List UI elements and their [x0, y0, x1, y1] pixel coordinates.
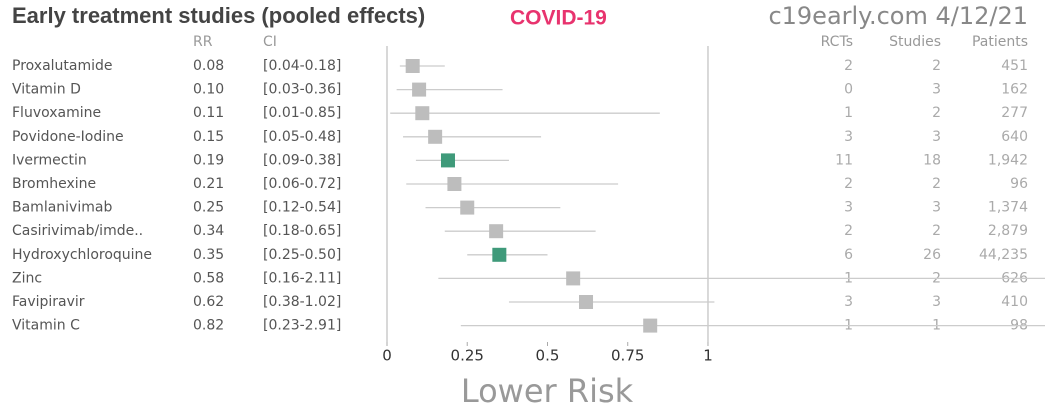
- point-estimate: [440, 153, 455, 168]
- rr-label: 0.10: [193, 82, 224, 98]
- rr-label: 0.35: [193, 247, 224, 263]
- rr-label: 0.21: [193, 176, 224, 192]
- column-header: CI: [263, 34, 277, 50]
- ci-label: [0.03-0.36]: [263, 82, 341, 98]
- rcts-cell: 2: [844, 223, 853, 239]
- studies-cell: 2: [932, 223, 941, 239]
- point-estimate: [415, 106, 430, 121]
- point-estimate: [579, 295, 594, 309]
- row-label: Fluvoxamine: [12, 105, 101, 121]
- studies-cell: 26: [923, 247, 941, 263]
- rcts-cell: 0: [844, 82, 853, 98]
- column-header: Studies: [889, 34, 941, 50]
- row-label: Favipiravir: [12, 294, 85, 310]
- patients-cell: 277: [1001, 105, 1028, 121]
- rr-label: 0.25: [193, 200, 224, 216]
- rcts-cell: 2: [844, 176, 853, 192]
- studies-cell: 3: [932, 129, 941, 145]
- point-estimate: [447, 177, 462, 191]
- row-label: Bamlanivimab: [12, 200, 112, 216]
- rcts-cell: 11: [835, 152, 853, 168]
- patients-cell: 451: [1001, 58, 1028, 74]
- ci-label: [0.18-0.65]: [263, 223, 341, 239]
- studies-cell: 3: [932, 294, 941, 310]
- point-estimate: [412, 82, 427, 97]
- studies-cell: 2: [932, 105, 941, 121]
- rcts-cell: 6: [844, 247, 853, 263]
- patients-cell: 640: [1001, 129, 1028, 145]
- rr-label: 0.34: [193, 223, 224, 239]
- point-estimate: [489, 224, 504, 239]
- ci-label: [0.04-0.18]: [263, 58, 341, 74]
- rcts-cell: 3: [844, 294, 853, 310]
- row-label: Casirivimab/imde..: [12, 223, 143, 239]
- row-label: Bromhexine: [12, 176, 96, 192]
- column-header: Patients: [972, 34, 1028, 50]
- patients-cell: 410: [1001, 294, 1028, 310]
- patients-cell: 2,879: [988, 223, 1028, 239]
- row-label: Ivermectin: [12, 152, 87, 168]
- column-header: RCTs: [821, 34, 853, 50]
- row-label: Zinc: [12, 270, 42, 286]
- patients-cell: 1,374: [988, 200, 1028, 216]
- x-tick-label: 0.25: [451, 347, 484, 365]
- x-tick-label: 1: [703, 347, 713, 365]
- ci-label: [0.38-1.02]: [263, 294, 341, 310]
- point-estimate: [566, 271, 581, 286]
- point-estimate: [643, 318, 658, 333]
- studies-cell: 2: [932, 176, 941, 192]
- ci-label: [0.23-2.91]: [263, 318, 341, 334]
- rr-label: 0.58: [193, 270, 224, 286]
- x-tick-label: 0.5: [536, 347, 560, 365]
- ci-label: [0.06-0.72]: [263, 176, 341, 192]
- chart-title: Early treatment studies (pooled effects): [12, 3, 425, 28]
- ci-label: [0.25-0.50]: [263, 247, 341, 263]
- row-label: Hydroxychloroquine: [12, 247, 152, 263]
- studies-cell: 18: [923, 152, 941, 168]
- rr-label: 0.62: [193, 294, 224, 310]
- rr-label: 0.15: [193, 129, 224, 145]
- rcts-cell: 3: [844, 129, 853, 145]
- ci-label: [0.12-0.54]: [263, 200, 341, 216]
- subtitle: COVID-19: [510, 7, 607, 30]
- rcts-cell: 3: [844, 200, 853, 216]
- point-estimate: [428, 129, 443, 144]
- point-estimate: [405, 59, 420, 73]
- row-label: Proxalutamide: [12, 58, 113, 74]
- studies-cell: 3: [932, 82, 941, 98]
- rr-label: 0.08: [193, 58, 224, 74]
- ci-label: [0.01-0.85]: [263, 105, 341, 121]
- row-label: Vitamin D: [12, 82, 81, 98]
- rr-label: 0.19: [193, 152, 224, 168]
- patients-cell: 44,235: [979, 247, 1028, 263]
- point-estimate: [460, 200, 475, 215]
- source: c19early.com 4/12/21: [768, 2, 1028, 30]
- row-label: Vitamin C: [12, 318, 80, 334]
- column-header: RR: [193, 34, 213, 50]
- rcts-cell: 1: [844, 105, 853, 121]
- rr-label: 0.82: [193, 318, 224, 334]
- rr-label: 0.11: [193, 105, 224, 121]
- ci-label: [0.05-0.48]: [263, 129, 341, 145]
- studies-cell: 2: [932, 58, 941, 74]
- x-tick-label: 0: [382, 347, 392, 365]
- x-axis-label: Lower Risk: [461, 372, 634, 408]
- ci-label: [0.16-2.11]: [263, 270, 341, 286]
- patients-cell: 96: [1010, 176, 1028, 192]
- x-tick-label: 0.75: [611, 347, 644, 365]
- patients-cell: 1,942: [988, 152, 1028, 168]
- studies-cell: 3: [932, 200, 941, 216]
- rcts-cell: 2: [844, 58, 853, 74]
- row-label: Povidone-Iodine: [12, 129, 124, 145]
- ci-label: [0.09-0.38]: [263, 152, 341, 168]
- patients-cell: 162: [1001, 82, 1028, 98]
- point-estimate: [492, 247, 507, 262]
